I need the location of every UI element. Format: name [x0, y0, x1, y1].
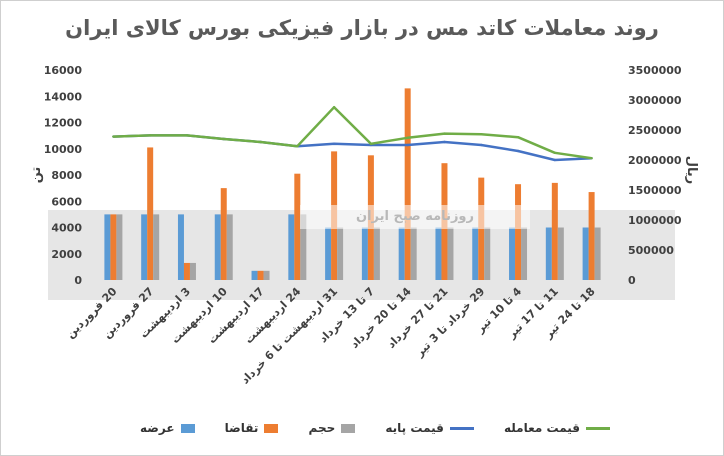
y-right-tick-label: 3500000 — [628, 64, 682, 77]
bar-volume — [521, 227, 528, 280]
bar-supply — [509, 227, 516, 280]
bar-supply — [361, 227, 368, 280]
bar-volume — [189, 262, 196, 280]
bar-volume — [153, 214, 160, 280]
line-trade-price-point — [516, 136, 520, 139]
legend-item-demand: تقاضا — [225, 421, 279, 435]
y-right-tick-label: 1000000 — [628, 214, 682, 227]
line-trade-price-point — [112, 135, 115, 138]
bar-volume — [373, 227, 380, 280]
bar-demand — [551, 182, 558, 280]
y-right-axis-label: ریال — [684, 156, 699, 185]
line-trade-price-point — [259, 140, 262, 144]
y-left-tick-label: 8000 — [51, 169, 82, 182]
line-trade-price-point — [148, 134, 152, 137]
bar-supply — [435, 227, 442, 280]
legend-swatch-base-price — [449, 426, 474, 430]
legend-label-supply: عرضه — [140, 421, 175, 435]
bar-volume — [300, 214, 307, 280]
bar-supply — [141, 214, 148, 280]
line-base-price-point — [480, 143, 483, 147]
line-base-price-point — [516, 149, 520, 153]
bar-supply — [398, 227, 405, 280]
y-right-tick-label: 3000000 — [628, 94, 682, 107]
y-left-tick-label: 14000 — [44, 90, 83, 103]
line-trade-price-point — [590, 157, 593, 160]
line-trade-price-point — [480, 133, 483, 136]
bar-supply — [251, 270, 258, 280]
y-left-tick-label: 12000 — [44, 117, 83, 130]
bar-volume — [557, 227, 564, 280]
legend-label-base-price: قیمت پایه — [385, 421, 444, 435]
legend-item-trade-price: قیمت معامله — [504, 421, 610, 435]
bar-demand — [294, 173, 301, 280]
bar-supply — [214, 214, 221, 280]
y-left-tick-label: 16000 — [44, 64, 83, 77]
bar-supply — [177, 214, 184, 280]
line-trade-price-point — [443, 132, 446, 135]
y-left-tick-label: 10000 — [44, 143, 83, 156]
legend-swatch-demand — [264, 423, 279, 433]
line-trade-price-point — [185, 134, 189, 137]
legend-swatch-volume — [341, 423, 356, 433]
legend-label-demand: تقاضا — [224, 421, 259, 435]
legend-swatch-supply — [180, 423, 195, 433]
legend-item-base-price: قیمت پایه — [385, 421, 474, 435]
y-right-tick-label: 500000 — [628, 244, 674, 257]
bar-demand — [404, 88, 411, 280]
line-trade-price-point — [553, 151, 557, 154]
bar-supply — [472, 227, 479, 280]
y-left-tick-label: 4000 — [51, 222, 82, 235]
bar-volume — [594, 227, 601, 280]
line-trade-price-point — [222, 137, 225, 141]
bar-demand — [220, 188, 227, 280]
bar-demand — [588, 192, 595, 280]
bar-supply — [582, 227, 589, 280]
y-right-tick-label: 0 — [628, 274, 636, 287]
legend-label-volume: حجم — [308, 421, 336, 435]
bar-volume — [447, 227, 454, 280]
line-trade-price — [113, 105, 592, 160]
y-left-tick-label: 0 — [74, 274, 82, 287]
y-left-tick-label: 6000 — [51, 195, 82, 208]
chart-title: روند معاملات کاتد مس در بازار فیزیکی بور… — [65, 16, 659, 40]
watermark-label: روزنامه صبح ایران — [300, 205, 530, 229]
line-trade-price-point — [369, 142, 373, 145]
bar-volume — [337, 227, 344, 280]
bar-supply — [545, 227, 552, 280]
bar-volume — [116, 214, 123, 280]
legend-swatch-trade-price — [586, 426, 610, 430]
bar-demand — [183, 262, 190, 280]
chart-legend: عرضه تقاضا حجم قیمت پایه قیمت معامله — [140, 418, 610, 438]
bar-demand — [110, 214, 117, 280]
y-right-tick-label: 1500000 — [628, 184, 682, 197]
y-left-axis-label: تن — [29, 167, 44, 184]
line-base-price-point — [443, 140, 446, 144]
y-right-tick-label: 2000000 — [628, 154, 682, 167]
legend-item-volume: حجم — [309, 421, 356, 435]
line-base-price-point — [406, 143, 409, 147]
y-left-tick-label: 2000 — [51, 248, 82, 261]
line-base-price-point — [553, 158, 557, 162]
line-trade-price-point — [332, 106, 336, 109]
bar-demand — [147, 147, 154, 280]
y-right-tick-label: 2500000 — [628, 124, 682, 137]
bar-demand — [515, 184, 522, 280]
line-base-price-point — [332, 142, 336, 145]
bar-supply — [104, 214, 111, 280]
bar-volume — [263, 270, 270, 280]
bar-supply — [288, 214, 295, 280]
line-trade-price-point — [406, 136, 409, 139]
bar-demand — [257, 270, 264, 280]
legend-item-supply: عرضه — [140, 421, 195, 435]
bar-volume — [410, 227, 417, 280]
bar-volume — [226, 214, 233, 280]
bar-volume — [484, 227, 491, 280]
legend-label-trade-price: قیمت معامله — [504, 421, 580, 435]
line-trade-price-point — [296, 145, 299, 148]
bar-supply — [325, 227, 332, 280]
